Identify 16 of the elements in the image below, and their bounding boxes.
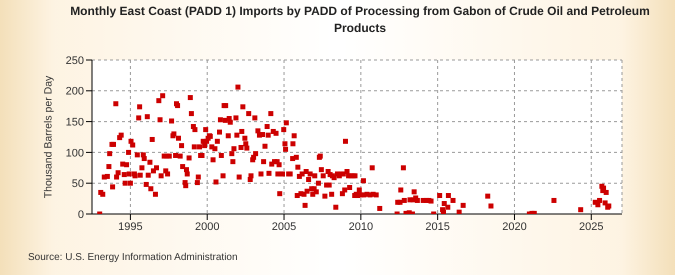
y-axis-title: Thousand Barrels per Day bbox=[42, 74, 55, 198]
y-tick-label: 250 bbox=[66, 54, 84, 67]
x-tick-label: 2015 bbox=[425, 220, 450, 233]
x-tick-label: 2000 bbox=[194, 220, 220, 233]
y-tick-label: 100 bbox=[66, 147, 84, 160]
y-tick-label: 150 bbox=[66, 116, 84, 129]
source-note: Source: U.S. Energy Information Administration bbox=[28, 252, 238, 263]
y-tick-label: 200 bbox=[66, 86, 84, 98]
x-tick-label: 2010 bbox=[348, 220, 374, 233]
y-tick-label: 50 bbox=[72, 178, 84, 190]
x-tick-label: 2005 bbox=[272, 220, 296, 233]
chart-title: Monthly East Coast (PADD 1) Imports by PADD of Processing from Gabon of Crude Oil and Petroleum Products bbox=[69, 3, 651, 37]
x-tick-label: 2025 bbox=[579, 220, 604, 233]
x-tick-label: 2020 bbox=[502, 220, 527, 233]
y-tick-label: 0 bbox=[78, 208, 84, 221]
x-tick-label: 1995 bbox=[118, 220, 143, 233]
